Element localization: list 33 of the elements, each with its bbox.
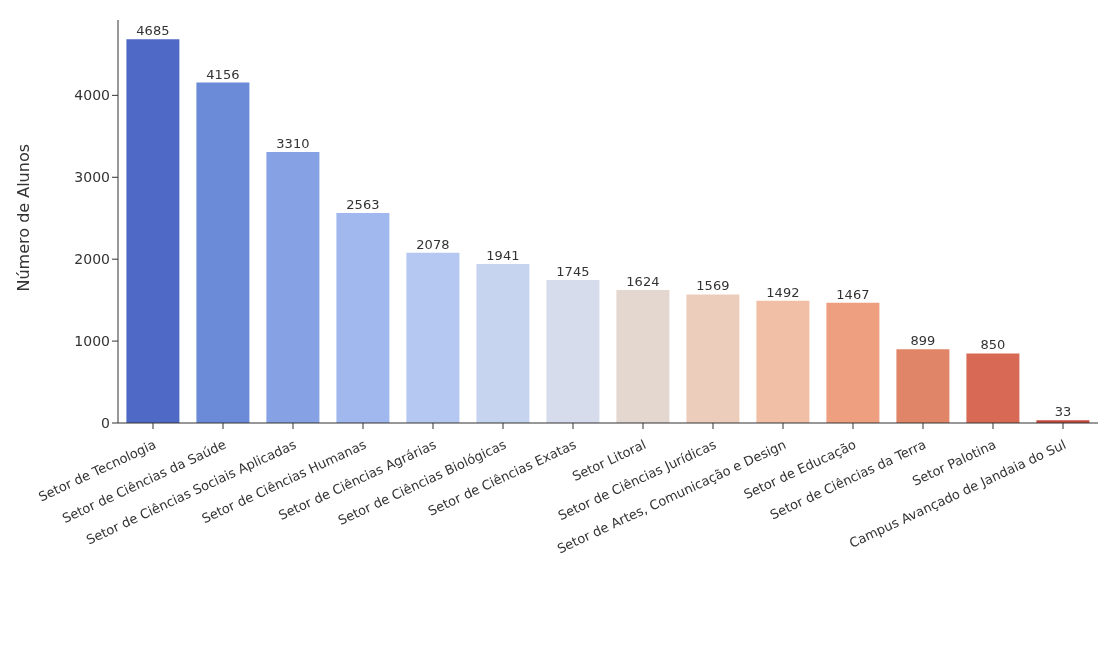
bar xyxy=(266,151,320,423)
data-label: 1492 xyxy=(766,284,800,300)
bar xyxy=(406,252,460,423)
bar xyxy=(686,294,740,423)
bar xyxy=(756,300,810,423)
bar xyxy=(616,289,670,423)
y-tick-label: 4000 xyxy=(74,87,110,104)
y-tick-label: 2000 xyxy=(74,251,110,268)
data-label: 1624 xyxy=(626,273,660,289)
bar xyxy=(896,349,950,423)
data-label: 1569 xyxy=(696,278,730,294)
data-label: 3310 xyxy=(276,135,310,151)
data-label: 2078 xyxy=(416,236,450,252)
data-label: 899 xyxy=(910,333,936,349)
y-tick-label: 1000 xyxy=(74,333,110,350)
bar xyxy=(196,82,250,423)
y-tick-label: 3000 xyxy=(74,169,110,186)
y-axis-title: Número de Alunos xyxy=(13,143,33,292)
y-tick-label: 0 xyxy=(101,414,110,431)
data-label: 1467 xyxy=(836,286,870,302)
bar xyxy=(826,302,880,423)
data-label: 2563 xyxy=(346,197,380,213)
data-label: 1941 xyxy=(486,248,520,264)
data-label: 4685 xyxy=(136,23,170,39)
bar xyxy=(546,280,600,423)
data-label: 1745 xyxy=(556,264,590,280)
bar xyxy=(966,353,1020,423)
data-label: 33 xyxy=(1054,404,1072,420)
bar xyxy=(126,39,180,423)
data-label: 4156 xyxy=(206,66,240,82)
bar xyxy=(336,213,390,423)
bar xyxy=(476,264,530,423)
data-label: 850 xyxy=(980,337,1006,353)
